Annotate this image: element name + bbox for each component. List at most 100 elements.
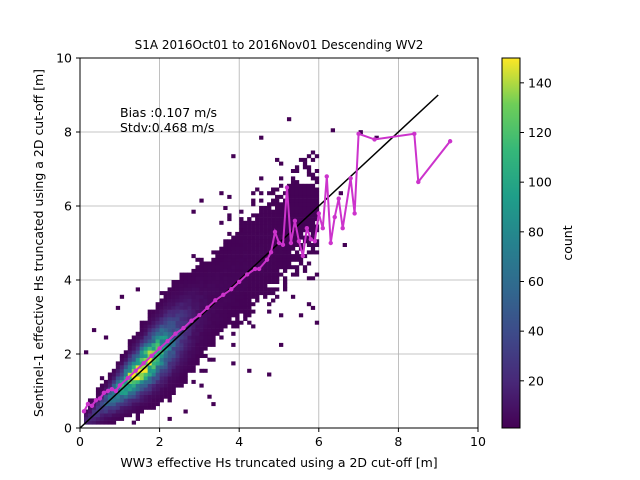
density-bin	[131, 391, 137, 395]
density-bin	[155, 361, 160, 366]
density-bin	[330, 128, 336, 133]
density-bin	[243, 287, 248, 292]
density-bin	[127, 398, 133, 403]
density-bin	[235, 272, 240, 277]
density-bin	[155, 309, 160, 314]
density-bin	[179, 339, 184, 344]
density-bin	[171, 298, 176, 303]
density-bin	[314, 169, 320, 173]
binned-mean-point	[340, 226, 345, 231]
density-bin	[159, 339, 164, 344]
density-bin	[223, 313, 228, 318]
density-bin	[123, 405, 129, 410]
density-bin	[131, 339, 137, 344]
density-bin	[227, 261, 232, 266]
density-bin	[267, 243, 272, 247]
density-bin	[227, 291, 232, 296]
density-bin	[279, 313, 284, 318]
density-bin	[147, 346, 152, 351]
density-bin	[211, 283, 216, 288]
density-bin	[310, 243, 316, 247]
density-bin	[286, 198, 292, 203]
density-bin	[243, 268, 248, 273]
density-bin	[195, 350, 200, 355]
binned-mean-point	[292, 218, 298, 223]
density-bin	[263, 268, 268, 273]
density-bin	[127, 368, 133, 373]
binned-mean-point	[117, 383, 123, 388]
density-bin	[215, 313, 220, 318]
density-bin	[159, 342, 164, 347]
density-bin	[195, 265, 200, 270]
density-bin	[183, 287, 188, 292]
density-bin	[271, 231, 276, 236]
binned-mean-point	[308, 237, 314, 242]
density-bin	[127, 365, 133, 370]
density-bin	[159, 331, 164, 336]
density-bin	[306, 202, 312, 207]
density-bin	[135, 331, 140, 336]
density-bin	[294, 191, 300, 196]
density-bin	[99, 398, 105, 403]
density-bin	[99, 387, 105, 392]
density-bin	[279, 246, 284, 251]
density-bin	[235, 250, 240, 255]
density-bin	[271, 202, 276, 207]
density-bin	[290, 180, 296, 185]
density-bin	[298, 224, 304, 229]
density-bin	[115, 409, 121, 414]
density-bin	[267, 228, 272, 233]
density-bin	[231, 276, 236, 281]
density-bin	[243, 246, 248, 251]
density-bin	[191, 313, 196, 318]
density-bin	[223, 272, 228, 277]
density-bin	[191, 346, 196, 351]
density-bin	[99, 413, 105, 418]
density-bin	[107, 394, 113, 399]
density-bin	[275, 209, 280, 214]
density-bin	[239, 298, 244, 303]
density-bin	[175, 368, 180, 373]
density-bin	[103, 409, 109, 414]
density-bin	[231, 272, 236, 277]
density-bin	[123, 372, 129, 377]
density-bin	[171, 368, 176, 373]
density-bin	[251, 228, 256, 233]
density-bin	[255, 287, 260, 292]
binned-mean-point	[85, 401, 91, 407]
density-bin	[255, 228, 260, 233]
density-bin	[183, 357, 188, 362]
density-bin	[147, 328, 152, 333]
density-bin	[191, 309, 196, 314]
density-bin	[251, 302, 256, 307]
density-bin	[223, 317, 228, 321]
density-bin	[183, 361, 188, 366]
density-bin	[159, 379, 164, 384]
density-bin	[175, 324, 180, 329]
binned-mean-point	[332, 214, 337, 220]
density-bin	[290, 206, 296, 210]
density-bin	[183, 368, 188, 373]
density-bin	[139, 409, 144, 414]
density-bin	[259, 243, 264, 247]
density-bin	[239, 265, 244, 270]
density-bin	[127, 354, 133, 358]
density-bin	[223, 254, 228, 259]
density-bin	[119, 379, 125, 384]
density-bin	[147, 365, 152, 370]
density-bin	[263, 287, 268, 292]
density-bin	[310, 202, 316, 207]
density-bin	[163, 394, 168, 399]
density-bin	[247, 235, 252, 240]
density-bin	[147, 405, 152, 410]
density-bin	[223, 287, 228, 292]
density-bin	[199, 309, 204, 314]
density-bin	[115, 416, 121, 421]
density-bin	[119, 398, 125, 403]
density-bin	[223, 268, 228, 273]
density-bin	[227, 217, 232, 222]
binned-mean-point	[157, 346, 162, 351]
density-bin	[183, 305, 188, 310]
density-bin	[215, 287, 220, 292]
density-bin	[163, 350, 168, 355]
